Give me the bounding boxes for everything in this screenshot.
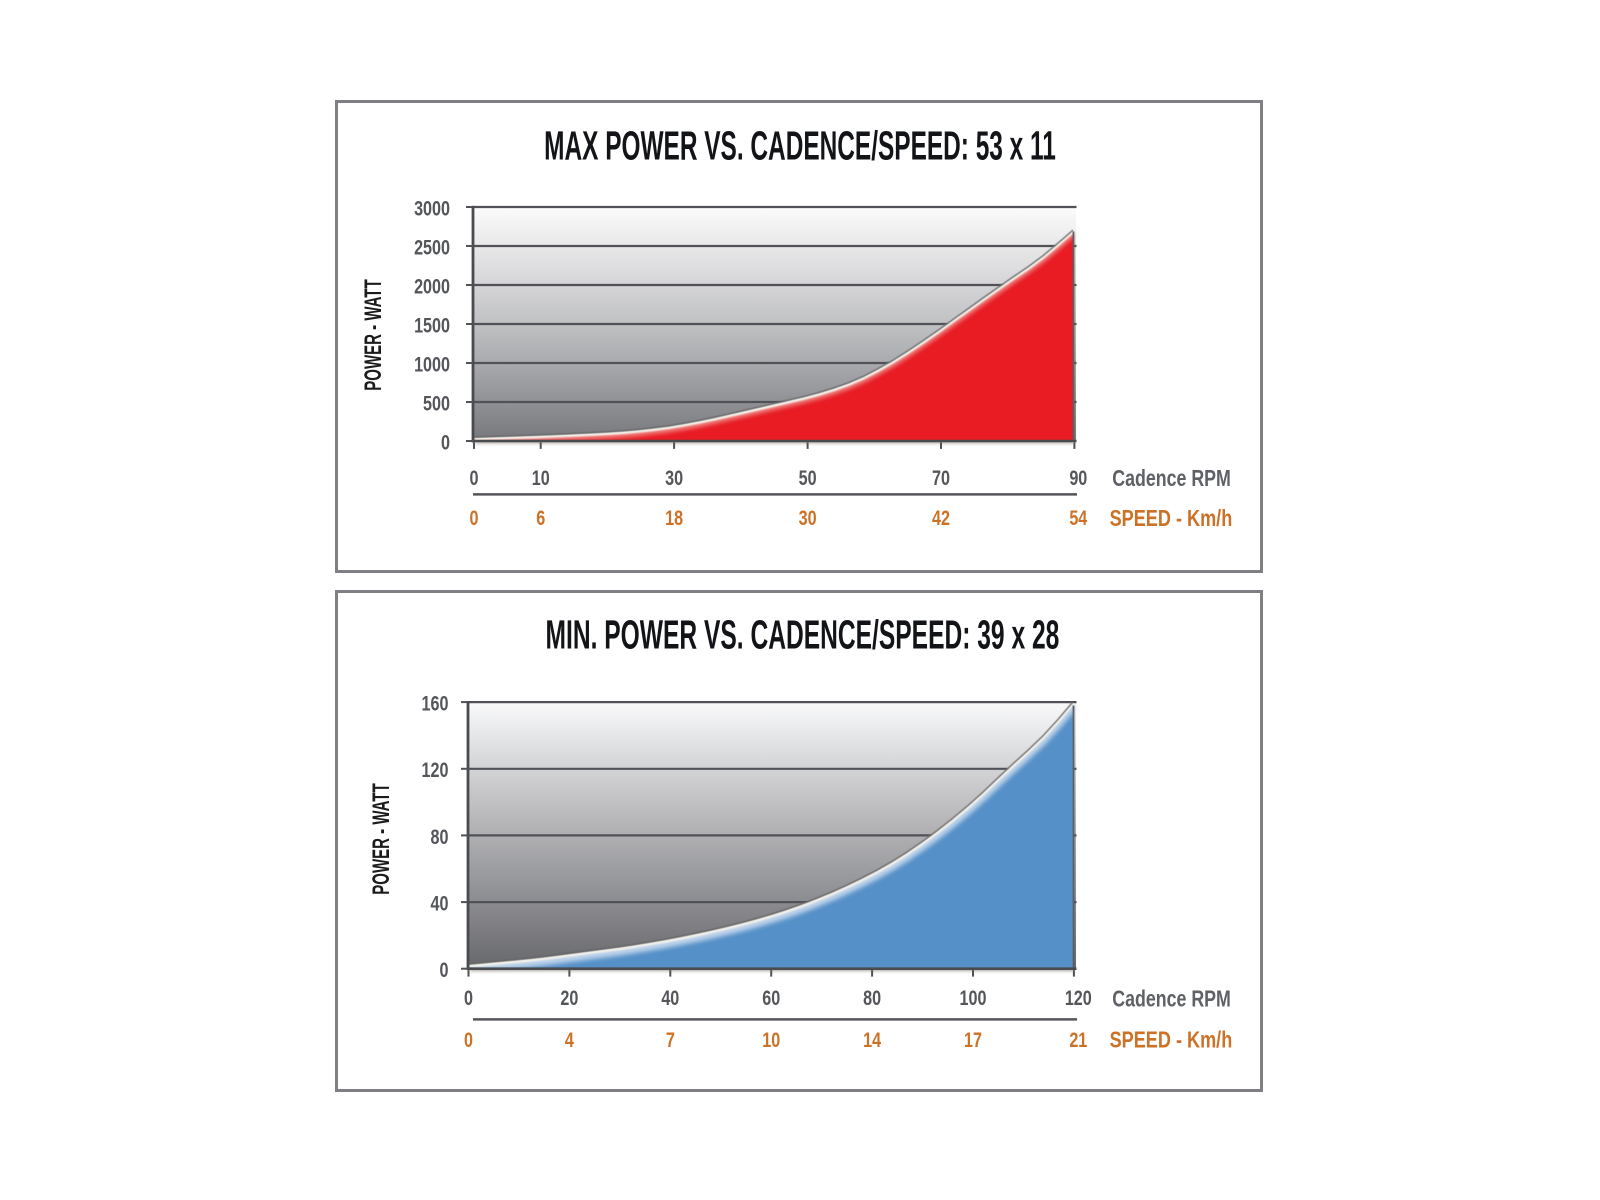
svg-text:POWER - WATT: POWER - WATT (369, 783, 396, 895)
svg-text:0: 0 (470, 467, 479, 491)
svg-text:60: 60 (762, 987, 780, 1011)
svg-text:40: 40 (431, 892, 449, 916)
svg-text:100: 100 (960, 987, 987, 1011)
svg-text:6: 6 (536, 507, 545, 531)
svg-text:50: 50 (799, 467, 817, 491)
svg-text:14: 14 (863, 1029, 881, 1053)
svg-text:20: 20 (560, 987, 578, 1011)
svg-text:30: 30 (799, 507, 817, 531)
svg-text:1500: 1500 (414, 314, 450, 338)
svg-text:42: 42 (932, 507, 950, 531)
svg-text:SPEED - Km/h: SPEED - Km/h (1110, 1027, 1233, 1053)
svg-text:500: 500 (423, 392, 450, 416)
svg-text:4: 4 (565, 1029, 574, 1053)
svg-text:70: 70 (932, 467, 950, 491)
svg-text:SPEED - Km/h: SPEED - Km/h (1110, 506, 1233, 532)
svg-text:30: 30 (665, 467, 683, 491)
svg-text:2500: 2500 (414, 236, 450, 260)
svg-text:MIN. POWER VS. CADENCE/SPEED:: MIN. POWER VS. CADENCE/SPEED: 39 x 28 (545, 612, 1059, 658)
svg-text:0: 0 (470, 507, 479, 531)
svg-text:90: 90 (1069, 467, 1087, 491)
svg-text:40: 40 (661, 987, 679, 1011)
svg-text:Cadence RPM: Cadence RPM (1112, 466, 1231, 492)
svg-text:0: 0 (464, 987, 473, 1011)
svg-text:120: 120 (1065, 987, 1092, 1011)
svg-text:160: 160 (422, 692, 449, 716)
svg-text:120: 120 (422, 759, 449, 783)
svg-text:Cadence RPM: Cadence RPM (1112, 986, 1231, 1012)
svg-text:MAX POWER VS. CADENCE/SPEED: 5: MAX POWER VS. CADENCE/SPEED: 53 x 11 (544, 123, 1056, 169)
svg-text:18: 18 (665, 507, 683, 531)
svg-text:21: 21 (1069, 1029, 1087, 1053)
svg-text:80: 80 (863, 987, 881, 1011)
svg-text:17: 17 (964, 1029, 982, 1053)
svg-text:1000: 1000 (414, 353, 450, 377)
svg-text:10: 10 (532, 467, 550, 491)
svg-text:0: 0 (441, 431, 450, 455)
svg-text:7: 7 (666, 1029, 675, 1053)
svg-text:0: 0 (440, 959, 449, 983)
svg-text:80: 80 (431, 826, 449, 850)
svg-text:POWER - WATT: POWER - WATT (361, 279, 388, 391)
svg-text:3000: 3000 (414, 197, 450, 221)
svg-text:0: 0 (464, 1029, 473, 1053)
svg-text:2000: 2000 (414, 275, 450, 299)
svg-text:54: 54 (1069, 507, 1087, 531)
svg-text:10: 10 (762, 1029, 780, 1053)
